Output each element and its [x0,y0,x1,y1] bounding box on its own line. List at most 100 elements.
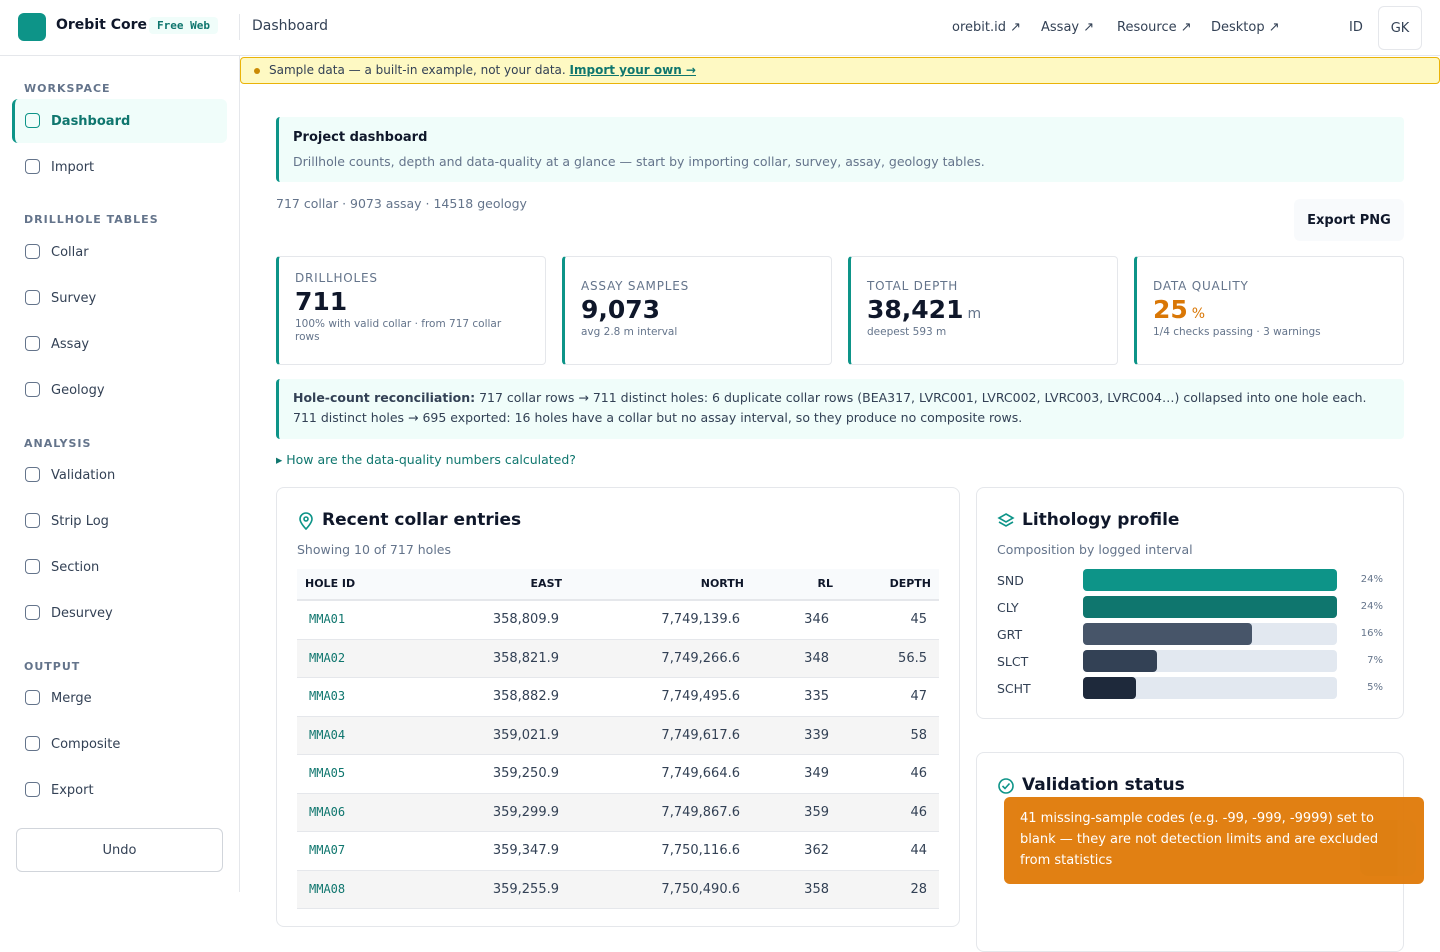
nav-item[interactable]: Validation [12,453,227,497]
hole-id[interactable]: MMA03 [309,689,346,703]
hole-id[interactable]: MMA02 [309,650,346,665]
nav-label[interactable]: Import [51,159,95,175]
nav-item[interactable]: Collar [12,230,227,274]
table-row [297,755,939,794]
hole-id[interactable]: MMA05 [309,766,346,780]
table-row [297,793,939,832]
nav-label[interactable]: Validation [51,467,116,483]
table-cell: 28 [910,881,927,897]
table-cell: 7,749,664.6 [661,766,740,781]
sidebar: Undo WORKSPACE Dashboard Import DRILLHOLE T… [0,56,240,892]
nav-icon [25,605,40,620]
hole-id[interactable]: MMA04 [309,727,346,742]
nav-item[interactable]: Geology [12,368,227,412]
details-toggle[interactable]: ▸ How are the data-quality numbers calcu… [276,452,576,467]
top-link[interactable]: Resource ↗ [1117,20,1192,35]
kpi-sub: avg 2.8 m interval [581,326,678,338]
nav-item[interactable]: Assay [12,322,227,366]
avatar[interactable]: GK [1378,6,1422,50]
import-link[interactable]: Import your own → [569,63,696,77]
lithology-subtitle: Composition by logged interval [997,542,1193,557]
bar-label: 24% [1360,574,1383,585]
nav-item[interactable]: Survey [12,276,227,320]
intro-text: Drillhole counts, depth and data-quality… [293,154,985,169]
kpi-card: DATA QUALITY 25% 1/4 checks passing · 3 wa… [1134,256,1404,365]
top-link[interactable]: orebit.id ↗ [952,20,1021,35]
hole-id[interactable]: MMA06 [309,804,346,819]
table-row [297,639,939,678]
section-title: OUTPUT [24,660,81,673]
table-row [297,716,939,755]
nav-icon [25,736,40,751]
table-cell: 7,749,617.6 [661,727,740,743]
nav-label[interactable]: Export [51,782,94,798]
table-cell: 7,749,495.6 [661,689,740,704]
plan-badge: Free Web [149,17,218,34]
details-text[interactable]: How are the data-quality numbers calcula… [286,452,576,467]
table-row [297,601,939,640]
nav-icon [25,513,40,528]
column-header: RL [817,577,833,590]
table-cell: 56.5 [898,650,927,666]
kpi-value: 38,421 m [867,295,1101,324]
bar [1083,677,1136,699]
nav-item[interactable]: Composite [12,722,227,766]
nav-item[interactable]: Merge [12,676,227,720]
hole-id[interactable]: MMA01 [309,612,346,626]
nav-item[interactable]: Dashboard [12,99,227,143]
bar-label: 16% [1360,628,1383,639]
bar-label: 5% [1367,682,1383,693]
top-link[interactable]: Desktop ↗ [1211,20,1280,35]
nav-label[interactable]: Geology [51,382,105,398]
kpi-value: 9,073 [581,295,815,324]
table-cell: 7,749,867.6 [661,804,740,820]
collar-card: Recent collar entries Showing 10 of 717 … [276,487,960,927]
kpi-card: DRILLHOLES 711 100% with valid collar · fr… [276,256,546,365]
language[interactable]: ID [1349,20,1363,35]
hole-id[interactable]: MMA07 [309,843,346,857]
table-cell: 339 [804,727,829,743]
table-cell: 358,882.9 [492,689,559,704]
kpi-unit: m [967,306,982,322]
nav-label[interactable]: Collar [51,244,89,260]
table-cell: 44 [910,843,927,858]
export-button[interactable]: Export PNG [1294,199,1404,241]
undo-button[interactable]: Undo [16,828,223,872]
nav-icon [25,159,40,174]
pin-icon [299,512,313,530]
page-title: Dashboard [252,18,328,34]
lith-code: SLCT [997,654,1029,669]
nav-item[interactable]: Section [12,545,227,589]
intro-title: Project dashboard [293,130,428,145]
logo[interactable] [18,13,46,41]
undo-label[interactable]: Undo [102,842,137,858]
recon-lead: Hole-count reconciliation: [293,390,476,405]
kpi-number: 711 [295,287,348,316]
nav-label[interactable]: Section [51,559,100,575]
nav-label[interactable]: Desurvey [51,605,113,621]
nav-icon [25,336,40,351]
bar-track [1083,677,1337,699]
nav-item[interactable]: Export [12,768,227,812]
column-header: DEPTH [889,577,931,590]
layers-icon [997,513,1015,527]
nav-label[interactable]: Assay [51,336,90,352]
hole-id[interactable]: MMA08 [309,881,346,896]
table-cell: 58 [910,727,927,743]
nav-label[interactable]: Survey [51,290,97,306]
top-link[interactable]: Assay ↗ [1041,20,1095,35]
reconciliation: Hole-count reconciliation: 717 collar ro… [276,379,1404,439]
table-cell: 359,347.9 [492,843,559,858]
brand[interactable]: Orebit Core [56,17,147,33]
nav-item[interactable]: Desurvey [12,591,227,635]
nav-label[interactable]: Dashboard [51,113,131,129]
nav-icon [25,690,40,705]
kpi-number: 25 [1153,295,1188,324]
nav-label[interactable]: Composite [51,736,121,752]
nav-item[interactable]: Import [12,145,227,189]
nav-item[interactable]: Strip Log [12,499,227,543]
table-cell: 359,021.9 [492,727,559,743]
nav-label[interactable]: Strip Log [51,513,109,529]
nav-label[interactable]: Merge [51,690,92,706]
check-icon [998,778,1014,794]
